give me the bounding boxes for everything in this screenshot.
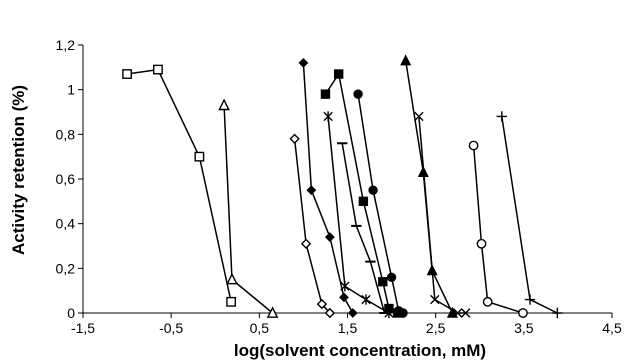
data-point: [347, 308, 358, 318]
data-point: [194, 151, 205, 162]
x-axis-title: log(solvent concentration, mM): [234, 341, 486, 360]
data-point: [122, 69, 132, 79]
x-tick-label: 3,5: [514, 320, 534, 336]
series-line: [472, 145, 524, 314]
y-tick-label: 0,8: [56, 126, 76, 142]
data-point: [266, 306, 279, 318]
series-filled-triangle: [400, 54, 458, 318]
series-open-diamond: [289, 133, 336, 319]
data-point: [289, 133, 300, 144]
y-axis-title: Activity retention (%): [9, 85, 28, 255]
series-line: [418, 116, 466, 314]
data-point: [333, 69, 344, 79]
series-open-triangle: [218, 98, 279, 318]
x-tick-label: -1,5: [71, 320, 95, 336]
data-point: [153, 64, 163, 75]
data-point: [414, 111, 424, 122]
data-point: [384, 303, 394, 314]
x-tick-label: 0,5: [250, 320, 270, 336]
data-point: [400, 54, 412, 66]
series-line: [327, 116, 390, 314]
data-point: [340, 281, 350, 292]
data-point: [324, 307, 336, 319]
data-point: [361, 294, 371, 305]
data-point: [524, 294, 536, 305]
data-point: [482, 296, 493, 307]
data-point: [468, 140, 479, 151]
data-point: [518, 308, 528, 318]
data-point: [306, 185, 317, 196]
series-filled-circle: [353, 89, 408, 318]
data-point: [323, 111, 333, 122]
y-tick-label: 0: [67, 305, 75, 321]
series-line: [126, 68, 232, 302]
data-point: [378, 277, 388, 287]
series-plus: [496, 111, 563, 319]
x-tick-label: 1,5: [338, 320, 358, 336]
data-point: [430, 294, 440, 305]
data-point: [476, 238, 487, 249]
data-point: [218, 98, 230, 111]
data-point: [324, 232, 335, 242]
data-point: [226, 272, 238, 285]
data-point: [316, 298, 328, 310]
y-tick-label: 0,6: [56, 171, 76, 187]
data-point: [353, 89, 363, 99]
series-line: [293, 138, 331, 314]
data-point: [320, 89, 331, 99]
x-tick-label: -0,5: [159, 320, 183, 336]
data-point: [446, 306, 458, 318]
y-tick-label: 1: [67, 82, 75, 98]
data-point: [460, 308, 471, 318]
series-x-cross: [414, 111, 471, 318]
data-point: [298, 57, 309, 68]
data-point: [300, 238, 312, 249]
series-layer: [122, 54, 563, 319]
series-filled-diamond: [298, 57, 358, 318]
data-point: [453, 308, 463, 318]
data-point: [358, 196, 369, 207]
series-dash: [337, 142, 390, 314]
series-line: [501, 116, 558, 314]
y-tick-label: 0,2: [56, 260, 76, 276]
data-point: [339, 292, 349, 303]
data-point: [368, 185, 378, 195]
data-point: [398, 308, 408, 318]
x-tick-label: 2,5: [426, 320, 446, 336]
data-point: [552, 307, 563, 319]
series-open-circle: [468, 140, 528, 318]
y-tick-label: 1,2: [56, 37, 76, 53]
data-point: [226, 296, 237, 307]
series-asterisk: [323, 111, 394, 319]
y-tick-label: 0,4: [56, 216, 76, 232]
axes: 0 0,2 0,4 0,6 0,8 1 1,2 -1,5 -0,5 0,5 1,5 2,5 3,5 4,5: [56, 37, 622, 336]
data-point: [386, 272, 397, 282]
series-line: [341, 143, 386, 314]
data-point: [496, 111, 507, 122]
x-tick-label: 4,5: [602, 320, 622, 336]
series-open-square: [122, 64, 237, 307]
